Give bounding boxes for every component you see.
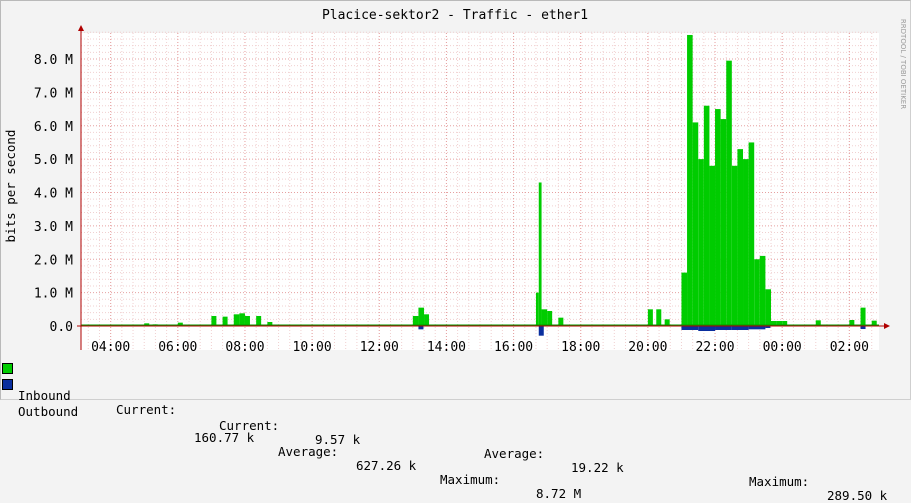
inbound-bar [715, 109, 721, 326]
inbound-bar [748, 142, 755, 326]
inbound-bar [703, 105, 710, 326]
y-axis-label: bits per second [3, 130, 18, 243]
y-tick-label: 4.0 M [34, 187, 73, 202]
legend-outbound-average-label: Average: [484, 446, 545, 461]
y-tick-label: 6.0 M [34, 120, 73, 135]
inbound-bar [177, 322, 183, 326]
x-tick-label: 04:00 [91, 340, 130, 355]
inbound-bar [720, 119, 727, 326]
outbound-bar [731, 326, 749, 331]
legend-outbound-maximum-label: Maximum: [749, 474, 810, 489]
outbound-bar [765, 326, 771, 329]
inbound-bar [538, 182, 542, 326]
series-inbound [81, 34, 879, 326]
inbound-bar [244, 315, 250, 326]
inbound-bar [681, 272, 688, 326]
inbound-bar [687, 34, 693, 326]
legend-inbound-average-value: 627.26 k [356, 458, 417, 473]
inbound-bar [726, 60, 732, 326]
x-tick-label: 22:00 [695, 340, 734, 355]
legend-outbound-current-label: Current: [219, 418, 280, 433]
legend-row-inbound: Inbound Current: Current: 160.77 k Avera… [2, 361, 581, 501]
outbound-bar [715, 326, 732, 331]
x-tick-label: 16:00 [494, 340, 533, 355]
inbound-bar [541, 309, 548, 326]
inbound-bar [233, 314, 240, 326]
inbound-bar [535, 292, 539, 326]
inbound-bar [849, 319, 855, 326]
legend-inbound-average-label: Average: [278, 444, 339, 459]
inbound-bar [765, 289, 771, 326]
traffic-chart: Placice-sektor2 - Traffic - ether1 bits … [3, 8, 907, 355]
inbound-bar [418, 307, 425, 326]
outbound-bar [860, 326, 866, 330]
x-axis-arrow [884, 323, 890, 329]
legend-outbound-maximum-value: 289.50 k [827, 488, 888, 503]
outbound-bar [681, 326, 699, 331]
x-tick-label: 06:00 [158, 340, 197, 355]
outbound-swatch [2, 379, 13, 390]
y-tick-label: 1.0 M [34, 287, 73, 302]
inbound-bar [871, 320, 877, 326]
x-tick-label: 18:00 [561, 340, 600, 355]
legend-inbound-name: Inbound [18, 388, 71, 403]
x-tick-label: 12:00 [360, 340, 399, 355]
inbound-bar [754, 259, 760, 326]
inbound-bar [692, 122, 699, 326]
inbound-bar [743, 159, 749, 326]
inbound-bar [731, 165, 738, 326]
legend-inbound-maximum-label: Maximum: [440, 472, 501, 487]
legend-outbound-name: Outbound [18, 404, 79, 419]
y-tick-label: 7.0 M [34, 86, 73, 101]
outbound-bar [748, 326, 766, 330]
inbound-bar [267, 321, 273, 326]
y-tick-label: 8.0 M [34, 53, 73, 68]
inbound-bar [256, 315, 262, 326]
inbound-bar [558, 317, 564, 326]
rrdtool-watermark: RRDTOOL / TOBI OETIKER [899, 19, 907, 109]
inbound-bar [815, 320, 821, 326]
inbound-bar [656, 309, 662, 326]
inbound-swatch [2, 363, 13, 374]
inbound-bar [412, 315, 419, 326]
outbound-bar [418, 326, 424, 330]
y-axis-arrow [78, 25, 84, 31]
inbound-bar [647, 309, 653, 326]
y-tick-label: 0.0 [50, 320, 73, 335]
inbound-bar [770, 320, 777, 326]
chart-title: Placice-sektor2 - Traffic - ether1 [322, 8, 588, 23]
inbound-bar [547, 310, 553, 326]
inbound-bar [698, 159, 704, 326]
series-outbound [418, 326, 866, 336]
inbound-bar [709, 165, 716, 326]
legend-outbound-current-value: 9.57 k [315, 432, 361, 447]
x-tick-label: 02:00 [830, 340, 869, 355]
y-tick-label: 3.0 M [34, 220, 73, 235]
x-tick-label: 20:00 [628, 340, 667, 355]
inbound-bar [737, 149, 744, 326]
y-tick-label: 2.0 M [34, 253, 73, 268]
x-tick-label: 08:00 [225, 340, 264, 355]
inbound-bar [782, 320, 788, 326]
inbound-bar [222, 316, 228, 326]
inbound-bar [424, 314, 430, 326]
x-tick-label: 14:00 [427, 340, 466, 355]
inbound-bar [239, 313, 245, 326]
outbound-bar [698, 326, 716, 332]
outbound-bar [538, 326, 544, 336]
legend-inbound-current-value: 160.77 k [194, 430, 255, 445]
x-tick-label: 10:00 [293, 340, 332, 355]
legend-inbound-current-label: Current: [116, 402, 177, 417]
legend-outbound-average-value: 19.22 k [571, 460, 624, 475]
inbound-bar [860, 307, 866, 326]
legend-inbound-maximum-value: 8.72 M [536, 486, 582, 501]
y-tick-label: 5.0 M [34, 153, 73, 168]
legend-row-outbound: Outbound Current: 9.57 k Average: 19.22 … [2, 377, 887, 503]
x-tick-label: 00:00 [763, 340, 802, 355]
inbound-bar [664, 319, 670, 326]
inbound-bar [776, 320, 783, 326]
inbound-bar [759, 255, 766, 326]
inbound-bar [211, 315, 217, 326]
